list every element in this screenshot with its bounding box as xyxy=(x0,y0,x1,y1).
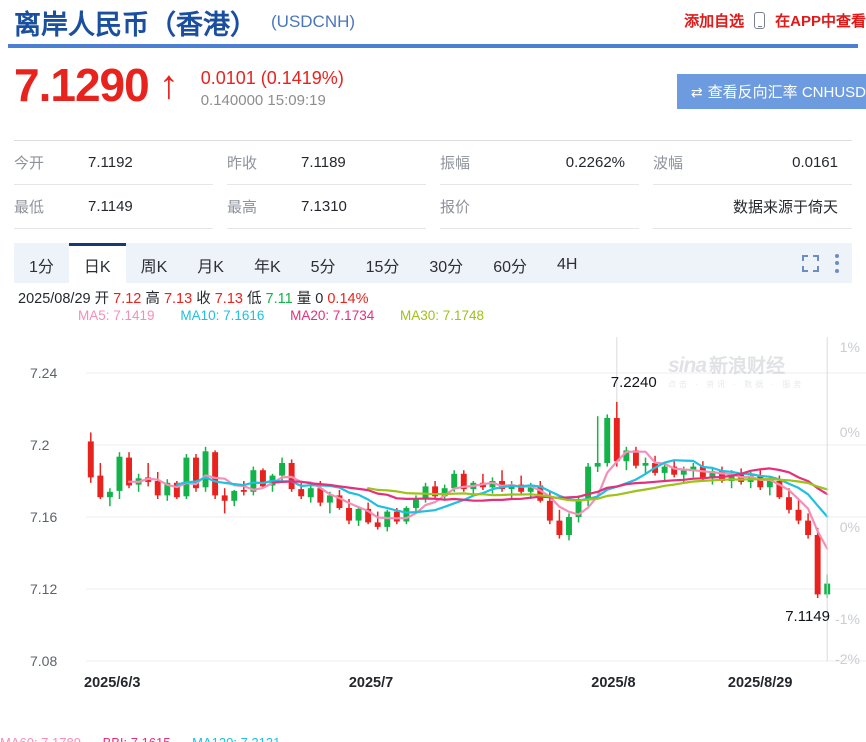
xaxis-label-3: 2025/8 xyxy=(591,675,636,691)
ohlc-readout: 2025/08/29 开 7.12 高 7.13 收 7.13 低 7.11 量… xyxy=(18,287,368,308)
page-header: 离岸人民币（香港） (USDCNH) 添加自选 在APP中查看 xyxy=(0,0,866,44)
stat-amplitude: 振幅 0.2262% xyxy=(440,141,639,185)
ma10-legend: MA10: 7.1616 xyxy=(180,308,265,323)
right-axis-tick: 0% xyxy=(839,424,860,440)
stat-label: 今开 xyxy=(14,155,45,172)
price-chart[interactable]: 2025/08/29 开 7.12 高 7.13 收 7.13 低 7.11 量… xyxy=(0,283,866,713)
ohlc-date: 2025/08/29 xyxy=(18,291,91,307)
stat-prev-close: 昨收 7.1189 xyxy=(227,141,426,185)
stat-quote: 报价 xyxy=(440,185,639,229)
bbi-legend: BBI: 7.1615 xyxy=(103,735,171,742)
tab-daily-k[interactable]: 日K xyxy=(68,243,126,283)
reverse-rate-button[interactable]: ⇄ 查看反向汇率 CNHUSD xyxy=(676,74,866,109)
stats-row-1: 今开 7.1192 昨收 7.1189 振幅 0.2262% 波幅 0.0161 xyxy=(14,141,852,185)
ma20-legend: MA20: 7.1734 xyxy=(290,308,375,323)
stat-low: 最低 7.1149 xyxy=(14,185,213,229)
stat-value: 7.1310 xyxy=(301,198,347,215)
more-vertical-icon[interactable] xyxy=(835,253,840,273)
yaxis-tick: 7.12 xyxy=(30,581,58,597)
yaxis-tick: 7.24 xyxy=(30,365,58,381)
right-axis-tick: -1% xyxy=(835,611,860,627)
stat-value: 7.1189 xyxy=(301,154,346,171)
ohlc-high-label: 高 xyxy=(145,291,160,307)
ma120-legend: MA120: 7.2131 xyxy=(192,735,280,742)
open-in-app-link[interactable]: 在APP中查看 xyxy=(775,13,866,30)
chart-plot-area[interactable]: sina 新浪财经 点击 · 资讯 · 数据 · 服务 7.2240 7.1149… xyxy=(0,329,866,669)
bottom-indicator-strip: MA60: 7.1789 BBI: 7.1615 MA120: 7.2131 xyxy=(0,735,866,742)
tab-4h[interactable]: 4H xyxy=(557,255,578,273)
stats-table: 今开 7.1192 昨收 7.1189 振幅 0.2262% 波幅 0.0161… xyxy=(14,140,852,229)
ohlc-vol-label: 量 xyxy=(296,291,312,307)
ma5-legend: MA5: 7.1419 xyxy=(78,308,155,323)
timeframe-tabbar: 1分 日K 周K 月K 年K 5分 15分 30分 60分 4H xyxy=(14,243,852,283)
tab-weekly-k[interactable]: 周K xyxy=(140,258,168,276)
stat-value: 0.2262% xyxy=(565,154,625,171)
reverse-rate-label: 查看反向汇率 CNHUSD xyxy=(707,84,866,101)
stat-label: 昨收 xyxy=(227,155,258,172)
ohlc-high: 7.13 xyxy=(163,291,193,307)
header-actions: 添加自选 在APP中查看 xyxy=(684,10,866,31)
change-block: 0.0101 (0.1419%) 0.140000 15:09:19 xyxy=(201,58,344,112)
xaxis-label-1: 2025/6/3 xyxy=(84,675,141,691)
stat-range: 波幅 0.0161 xyxy=(653,141,852,185)
stat-label: 波幅 xyxy=(653,155,684,172)
data-source-text: 数据来源于倚天 xyxy=(732,199,838,216)
candlestick-svg xyxy=(86,337,866,662)
tab-monthly-k[interactable]: 月K xyxy=(197,258,224,276)
price-change: 0.0101 (0.1419%) xyxy=(200,68,344,88)
ohlc-open-label: 开 xyxy=(94,291,110,307)
ohlc-close-label: 收 xyxy=(196,291,211,307)
stat-label: 报价 xyxy=(440,199,471,216)
stat-label: 最高 xyxy=(227,199,258,216)
instrument-code: (USDCNH) xyxy=(271,12,356,31)
stat-label: 最低 xyxy=(14,199,45,216)
xaxis-label-4: 2025/8/29 xyxy=(727,675,793,691)
ohlc-close: 7.13 xyxy=(214,291,243,307)
low-annotation: 7.1149 xyxy=(785,608,830,626)
data-source-note: 数据来源于倚天 xyxy=(653,185,852,229)
ohlc-open: 7.12 xyxy=(113,291,142,307)
yaxis-tick: 7.16 xyxy=(30,509,58,525)
ohlc-vol: 0 xyxy=(315,291,324,307)
add-watchlist-button[interactable]: 添加自选 xyxy=(684,13,745,30)
ohlc-low: 7.11 xyxy=(265,291,293,307)
stat-value: 0.0161 xyxy=(792,154,838,171)
tab-yearly-k[interactable]: 年K xyxy=(253,258,281,276)
stat-open: 今开 7.1192 xyxy=(14,141,213,185)
swap-icon: ⇄ xyxy=(690,84,703,100)
ma60-legend: MA60: 7.1789 xyxy=(0,735,81,742)
yaxis-tick: 7.08 xyxy=(30,653,58,669)
high-annotation: 7.2240 xyxy=(610,373,657,391)
ohlc-low-label: 低 xyxy=(247,291,262,307)
right-axis-tick: -2% xyxy=(835,651,860,667)
yaxis-tick: 7.2 xyxy=(30,437,50,453)
chart-tools xyxy=(802,243,852,283)
right-axis-tick: 0% xyxy=(839,519,860,535)
fullscreen-icon[interactable] xyxy=(802,254,819,272)
right-axis-tick: 1% xyxy=(839,339,860,355)
stat-high: 最高 7.1310 xyxy=(227,185,426,229)
tab-5min[interactable]: 5分 xyxy=(310,258,336,276)
stats-row-2: 最低 7.1149 最高 7.1310 报价 数据来源于倚天 xyxy=(14,185,852,229)
page-title: 离岸人民币（香港） xyxy=(14,9,257,40)
tab-1min[interactable]: 1分 xyxy=(29,258,54,276)
ma30-legend: MA30: 7.1748 xyxy=(399,308,485,323)
tab-60min[interactable]: 60分 xyxy=(493,258,527,276)
quote-block: 7.1290 ↑ 0.0101 (0.1419%) 0.140000 15:09… xyxy=(0,48,866,140)
xaxis-label-2: 2025/7 xyxy=(348,675,394,691)
tab-15min[interactable]: 15分 xyxy=(365,258,400,276)
direction-arrow-icon: ↑ xyxy=(158,63,179,107)
stat-value: 7.1192 xyxy=(88,154,133,171)
ohlc-pct: 0.14% xyxy=(327,291,369,307)
phone-icon xyxy=(754,12,766,29)
stat-label: 振幅 xyxy=(440,155,471,172)
header-divider xyxy=(8,44,858,48)
last-price: 7.1290 xyxy=(14,59,150,111)
tab-30min[interactable]: 30分 xyxy=(429,258,464,276)
quote-timestamp: 0.140000 15:09:19 xyxy=(200,92,326,109)
stat-value: 7.1149 xyxy=(88,198,133,215)
ma-legend: MA5: 7.1419 MA10: 7.1616 MA20: 7.1734 MA… xyxy=(78,308,506,323)
